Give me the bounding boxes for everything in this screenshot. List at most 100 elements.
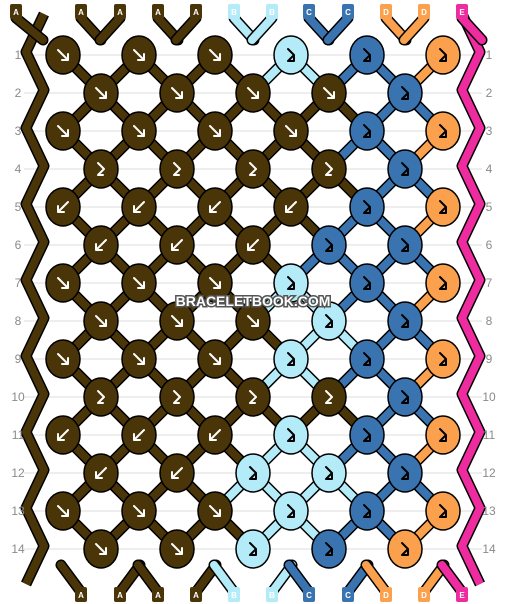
knot	[425, 339, 461, 379]
knot	[45, 339, 81, 379]
knot	[349, 111, 385, 151]
knot-direction-arrow-icon	[209, 429, 221, 441]
knot	[121, 111, 157, 151]
knot-body	[349, 35, 385, 75]
knot	[387, 301, 423, 341]
knot-body	[349, 263, 385, 303]
knot	[387, 453, 423, 493]
knot-direction-arrow-icon	[363, 48, 371, 62]
bottom-strand-label-bg	[266, 587, 278, 602]
knot	[159, 225, 195, 265]
row-label-left: 13	[11, 504, 25, 518]
knot-direction-arrow-icon	[401, 466, 409, 480]
bottom-strand-label: A	[78, 591, 84, 600]
row-label-right: 8	[486, 314, 493, 328]
knot-direction-arrow-icon	[287, 48, 295, 62]
knot	[349, 187, 385, 227]
bottom-strand-label-bg	[380, 587, 392, 602]
knot-direction-arrow-icon	[97, 390, 105, 404]
row-label-left: 4	[15, 162, 22, 176]
row-label-right: 7	[486, 276, 493, 290]
row-label-left: 12	[11, 466, 25, 480]
knot-body	[273, 415, 309, 455]
top-strand-label-bg	[303, 4, 315, 19]
bottom-strand-label: E	[459, 591, 465, 600]
bottom-strand-label: A	[155, 591, 161, 600]
knot	[45, 187, 81, 227]
knot	[197, 491, 233, 531]
knot	[235, 377, 271, 417]
knot	[349, 339, 385, 379]
knot-body	[425, 491, 461, 531]
row-label-left: 7	[15, 276, 22, 290]
row-label-right: 11	[483, 428, 496, 442]
knot-direction-arrow-icon	[57, 277, 69, 289]
knot-direction-arrow-icon	[209, 353, 221, 365]
knot-body	[311, 301, 347, 341]
knot-direction-arrow-icon	[285, 125, 297, 137]
knot	[197, 263, 233, 303]
strand-segment	[248, 14, 276, 44]
top-strand-label-bg	[342, 4, 354, 19]
knot	[273, 263, 309, 303]
strand-segment	[96, 14, 124, 44]
knot	[45, 415, 81, 455]
knot	[273, 187, 309, 227]
row-label-left: 3	[15, 124, 22, 138]
knot	[387, 225, 423, 265]
row-label-right: 10	[482, 390, 496, 404]
knot-body	[311, 377, 347, 417]
knot-direction-arrow-icon	[363, 276, 371, 290]
knot	[273, 111, 309, 151]
top-strand-label-bg	[456, 4, 468, 19]
knot-direction-arrow-icon	[97, 162, 105, 176]
knot-direction-arrow-icon	[171, 239, 183, 251]
strand-segment	[324, 14, 352, 44]
knot-body	[425, 111, 461, 151]
knot	[159, 73, 195, 113]
knot-direction-arrow-icon	[209, 49, 221, 61]
row-label-right: 2	[486, 86, 493, 100]
top-strand-label-bg	[380, 4, 392, 19]
bottom-strand-label: C	[345, 591, 351, 600]
knot-body	[349, 415, 385, 455]
knot	[311, 377, 347, 417]
knot-direction-arrow-icon	[57, 125, 69, 137]
knot-body	[83, 377, 119, 417]
knot-body	[311, 529, 347, 569]
knot-direction-arrow-icon	[209, 277, 221, 289]
knot	[235, 453, 271, 493]
top-strand-label: D	[383, 8, 389, 17]
knot-direction-arrow-icon	[287, 276, 295, 290]
bottom-strand-label-bg	[114, 587, 126, 602]
knot-direction-arrow-icon	[209, 125, 221, 137]
knot	[83, 73, 119, 113]
knot-direction-arrow-icon	[323, 87, 335, 99]
top-strand-label: A	[155, 8, 161, 17]
knot	[349, 415, 385, 455]
knot-body	[349, 187, 385, 227]
knot-body	[83, 149, 119, 189]
row-label-left: 14	[11, 542, 25, 556]
knot-body	[159, 377, 195, 417]
knot	[83, 149, 119, 189]
knot-body	[311, 225, 347, 265]
knot-direction-arrow-icon	[401, 162, 409, 176]
knot	[159, 377, 195, 417]
bottom-strand-label: B	[269, 591, 275, 600]
knot-direction-arrow-icon	[401, 314, 409, 328]
knot	[311, 453, 347, 493]
knot-direction-arrow-icon	[439, 276, 447, 290]
knot-body	[387, 377, 423, 417]
knot-direction-arrow-icon	[439, 124, 447, 138]
knot	[159, 149, 195, 189]
knot-direction-arrow-icon	[171, 87, 183, 99]
knot-body	[425, 263, 461, 303]
knot-direction-arrow-icon	[287, 428, 295, 442]
knot-body	[159, 149, 195, 189]
knot-body	[235, 377, 271, 417]
knot	[349, 491, 385, 531]
knot-direction-arrow-icon	[401, 86, 409, 100]
knot-direction-arrow-icon	[401, 390, 409, 404]
knot-direction-arrow-icon	[57, 201, 69, 213]
